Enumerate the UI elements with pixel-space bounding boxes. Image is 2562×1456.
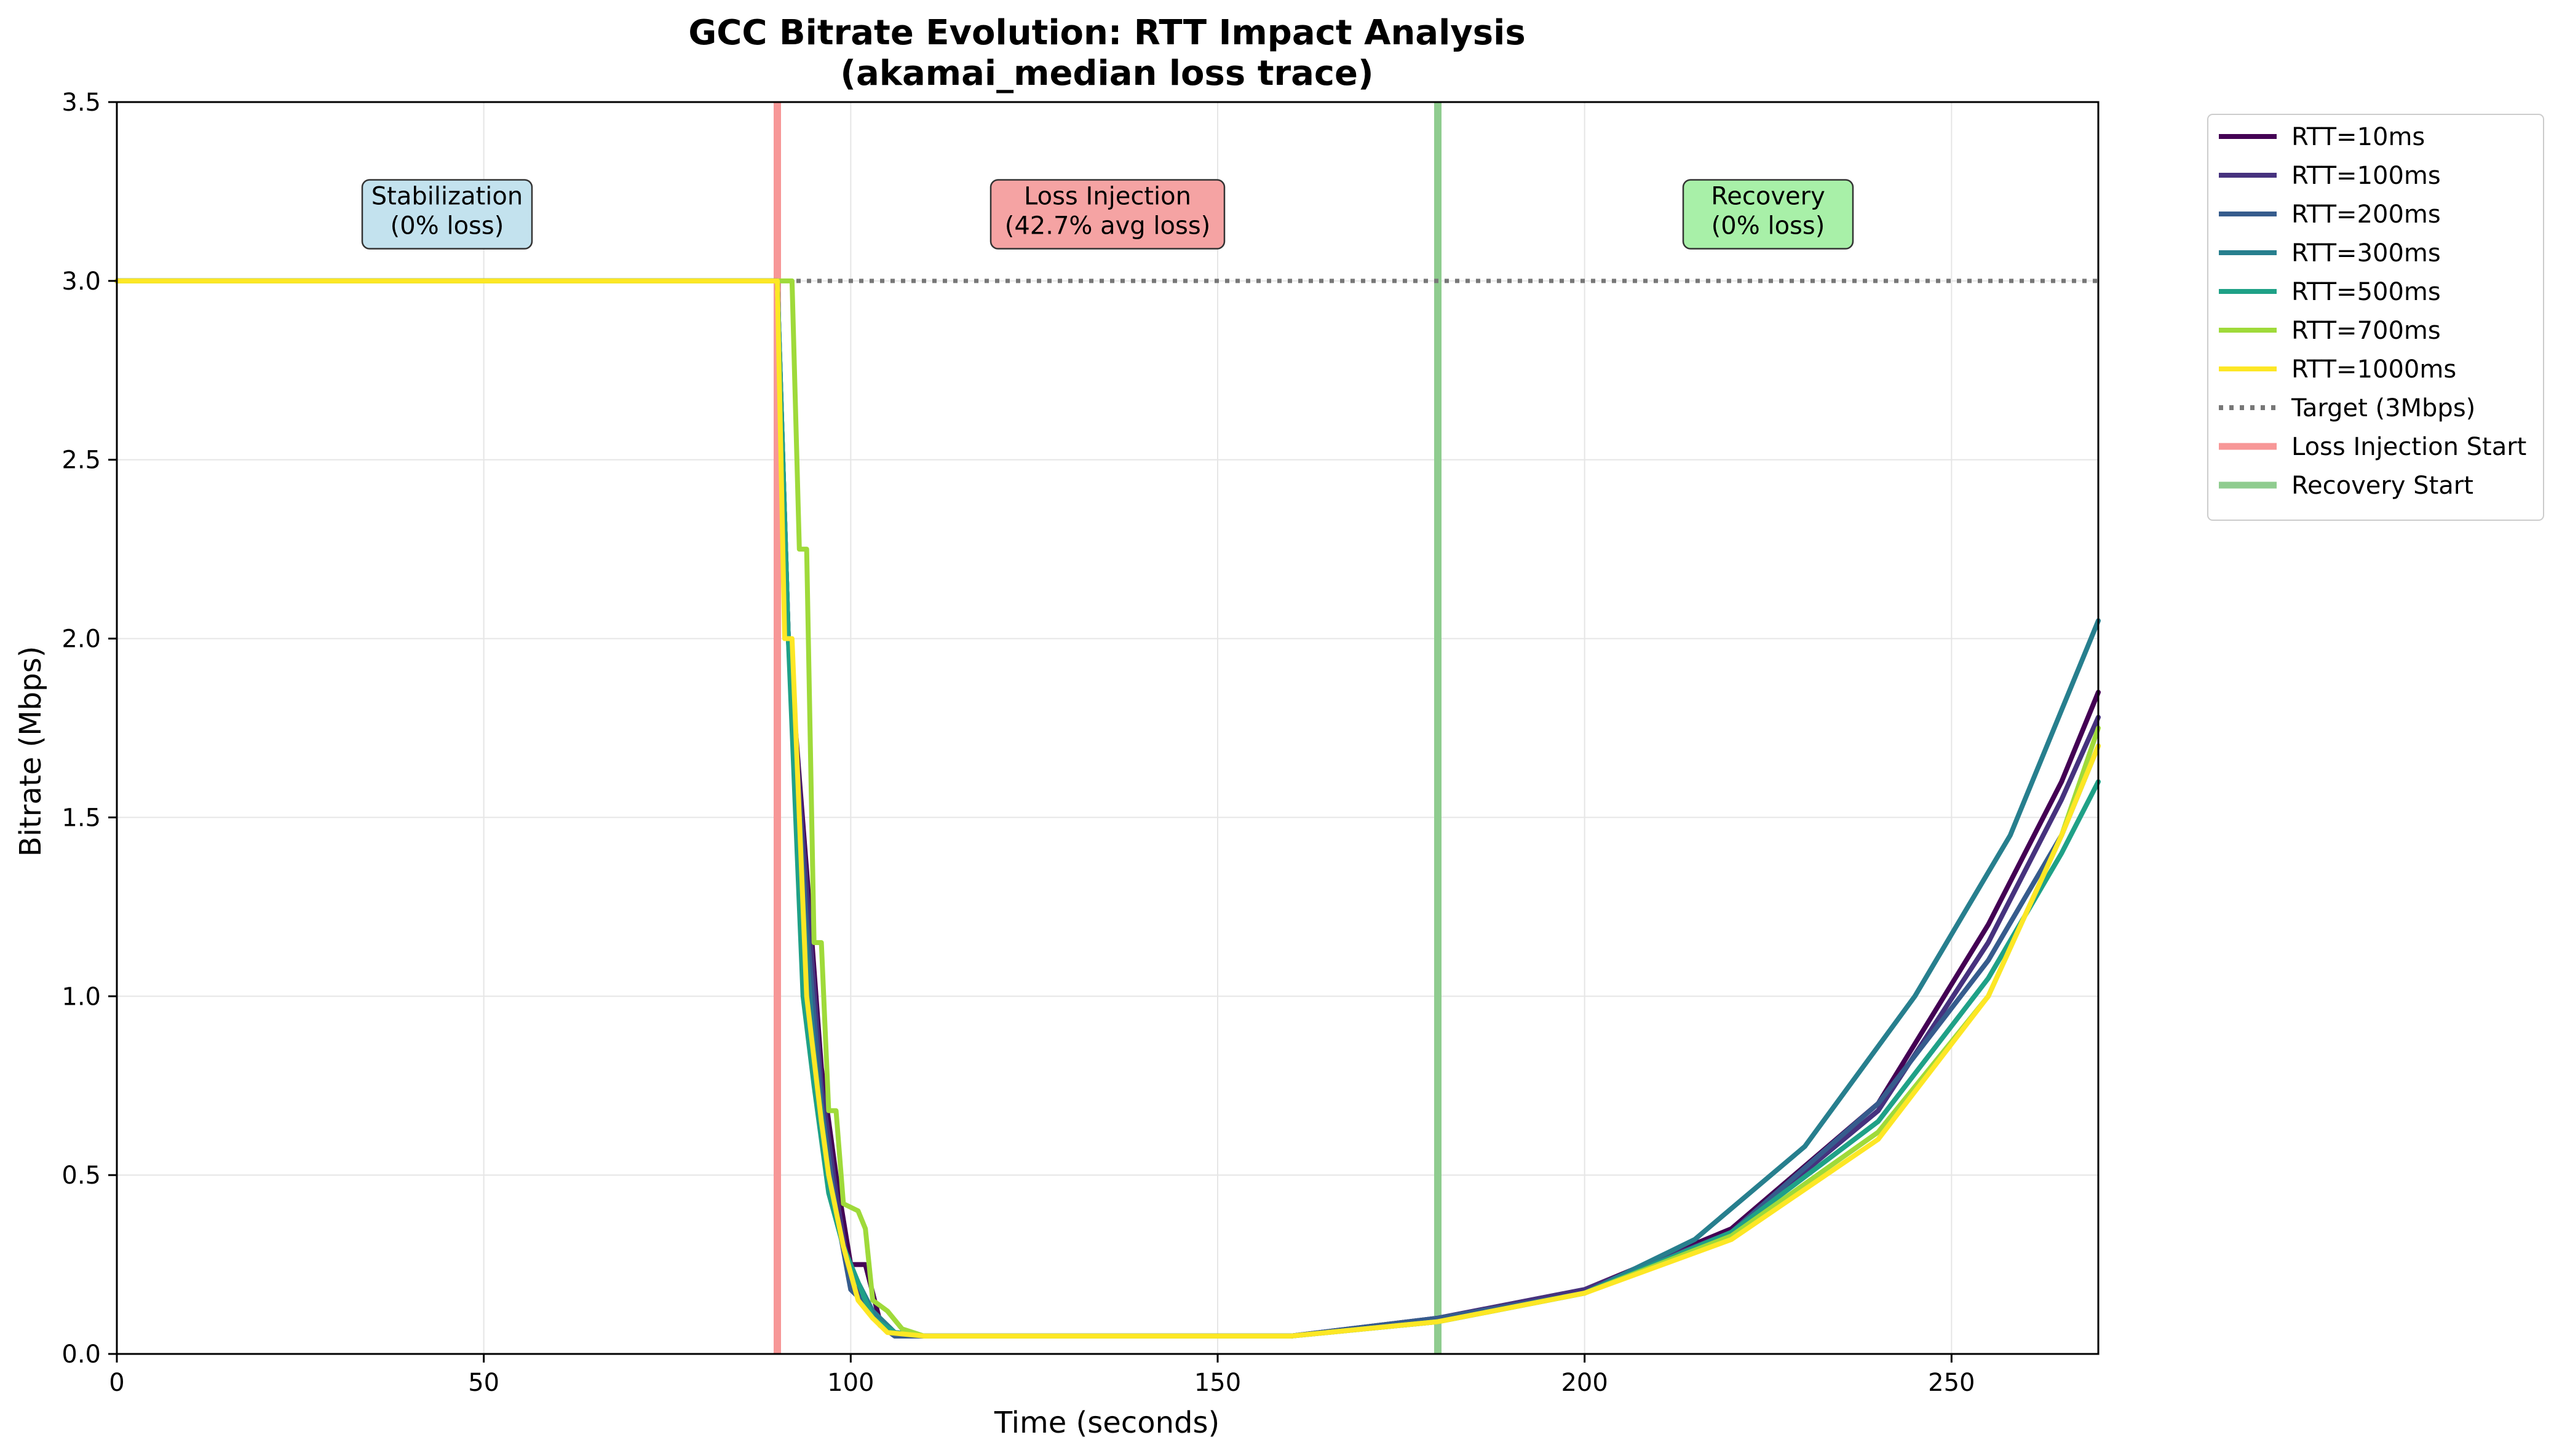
x-tick-label: 100 [827, 1369, 874, 1397]
legend-entry: RTT=1000ms [2291, 355, 2456, 384]
x-tick-label: 50 [468, 1369, 499, 1397]
y-tick-label: 3.0 [61, 267, 101, 296]
legend-entry: RTT=200ms [2291, 200, 2441, 229]
series-line [114, 278, 2101, 1339]
phase-box [1682, 179, 1854, 250]
x-tick-label: 0 [109, 1369, 124, 1397]
y-tick-label: 3.5 [61, 89, 101, 117]
phase-sublabel: (42.7% avg loss) [1005, 212, 1211, 240]
x-tick-label: 250 [1928, 1369, 1975, 1397]
y-tick-label: 2.0 [61, 625, 101, 654]
phase-label: Loss Injection [1024, 183, 1191, 211]
y-tick-label: 0.5 [61, 1161, 101, 1190]
phase-box [990, 179, 1226, 250]
series-line [114, 278, 2101, 1339]
y-axis: 0.0 0.5 1.0 1.5 2.0 2.5 3.0 3.5 [61, 89, 117, 1369]
phase-annotations: Stabilization(0% loss)Loss Injection(42.… [361, 179, 1854, 250]
legend: RTT=10ms RTT=100ms RTT=200ms RTT=300ms RTT=5… [2207, 114, 2544, 521]
x-tick-label: 200 [1561, 1369, 1608, 1397]
y-tick-label: 1.5 [61, 804, 101, 832]
chart-title-line2: (akamai_median loss trace) [840, 53, 1373, 93]
legend-entry: RTT=100ms [2291, 162, 2441, 190]
legend-entry: RTT=500ms [2291, 278, 2441, 306]
legend-frame [2207, 114, 2544, 521]
phase-label: Stabilization [371, 183, 523, 211]
y-axis-label: Bitrate (Mbps) [14, 646, 48, 857]
legend-entry: Recovery Start [2291, 472, 2473, 500]
x-axis: 0 50 100 150 200 250 [109, 1354, 1975, 1397]
y-tick-label: 0.0 [61, 1340, 101, 1369]
legend-entry: RTT=300ms [2291, 239, 2441, 267]
x-tick-label: 150 [1194, 1369, 1241, 1397]
y-tick-label: 2.5 [61, 446, 101, 475]
phase-sublabel: (0% loss) [391, 212, 504, 240]
legend-entry: Loss Injection Start [2291, 433, 2526, 461]
series-lines [114, 278, 2101, 1339]
phase-sublabel: (0% loss) [1711, 212, 1825, 240]
legend-entry: RTT=700ms [2291, 317, 2441, 345]
chart-title-line1: GCC Bitrate Evolution: RTT Impact Analys… [688, 13, 1525, 53]
plot-frame [116, 101, 2100, 1355]
legend-entry: Target (3Mbps) [2291, 394, 2475, 422]
phase-box [361, 179, 533, 250]
y-tick-label: 1.0 [61, 983, 101, 1011]
legend-entry: RTT=10ms [2291, 123, 2425, 151]
phase-label: Recovery [1711, 183, 1825, 211]
x-axis-label: Time (seconds) [994, 1406, 1220, 1440]
